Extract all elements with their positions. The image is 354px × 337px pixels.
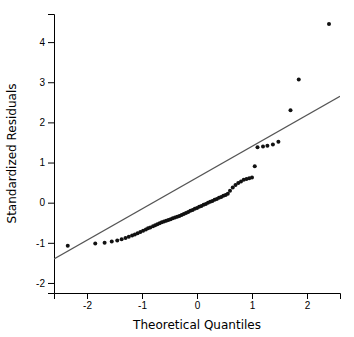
y-axis-line bbox=[48, 15, 55, 294]
x-tick: 2 bbox=[305, 293, 311, 311]
y-tick-mark bbox=[48, 122, 54, 123]
point bbox=[120, 237, 124, 241]
y-tick-mark bbox=[48, 243, 54, 244]
y-tick: -1 bbox=[36, 238, 54, 249]
x-tick-label: 1 bbox=[250, 300, 256, 311]
lines bbox=[54, 96, 340, 259]
plot: -2 -1 0 1 2 -2 -1 0 1 2 3 4 Theoretical Quantiles Sta… bbox=[5, 15, 341, 333]
point bbox=[115, 238, 119, 242]
point bbox=[327, 22, 331, 26]
y-tick-label: -1 bbox=[36, 238, 45, 249]
chart: -2 -1 0 1 2 -2 -1 0 1 2 3 4 Theoretical Quantiles Sta… bbox=[0, 0, 354, 337]
y-tick-mark bbox=[48, 163, 54, 164]
y-tick: 2 bbox=[39, 117, 54, 128]
x-tick-label: -2 bbox=[83, 300, 92, 311]
x-tick-mark bbox=[142, 293, 143, 299]
point bbox=[265, 144, 269, 148]
y-tick-mark bbox=[48, 203, 54, 204]
point bbox=[110, 240, 114, 244]
marks bbox=[54, 22, 340, 259]
y-tick-label: 2 bbox=[39, 117, 45, 128]
point bbox=[103, 241, 107, 245]
x-axis-line bbox=[55, 294, 341, 300]
y-tick-label: 3 bbox=[39, 77, 45, 88]
y-tick: 0 bbox=[39, 197, 54, 208]
point bbox=[297, 77, 301, 81]
point bbox=[276, 140, 280, 144]
point bbox=[256, 145, 260, 149]
y-tick: -2 bbox=[36, 278, 54, 289]
point bbox=[93, 242, 97, 246]
y-tick-label: 0 bbox=[39, 197, 45, 208]
point bbox=[250, 175, 254, 179]
x-tick-label: 0 bbox=[195, 300, 201, 311]
x-tick-mark bbox=[87, 293, 88, 299]
y-tick-mark bbox=[48, 42, 54, 43]
x-tick-label: 2 bbox=[305, 300, 311, 311]
y-tick: 3 bbox=[39, 77, 54, 88]
y-tick-label: -2 bbox=[36, 278, 45, 289]
y-axis-title: Standardized Residuals bbox=[5, 84, 19, 224]
x-tick-label: -1 bbox=[138, 300, 147, 311]
points bbox=[66, 22, 331, 248]
x-tick: -1 bbox=[138, 293, 147, 311]
x-tick: 0 bbox=[195, 293, 201, 311]
x-tick-mark bbox=[252, 293, 253, 299]
x-tick-mark bbox=[197, 293, 198, 299]
x-tick-mark bbox=[307, 293, 308, 299]
y-tick: 1 bbox=[39, 157, 54, 168]
y-axis: -2 -1 0 1 2 3 4 bbox=[36, 15, 54, 294]
point bbox=[261, 144, 265, 148]
x-axis-title: Theoretical Quantiles bbox=[132, 318, 261, 332]
x-axis: -2 -1 0 1 2 bbox=[55, 293, 341, 311]
reference-line bbox=[54, 96, 340, 259]
point bbox=[289, 108, 293, 112]
point bbox=[271, 142, 275, 146]
x-tick: 1 bbox=[250, 293, 256, 311]
y-tick-mark bbox=[48, 283, 54, 284]
point bbox=[228, 189, 232, 193]
y-tick: 4 bbox=[39, 37, 54, 48]
point bbox=[66, 244, 70, 248]
y-tick-mark bbox=[48, 82, 54, 83]
point bbox=[253, 164, 257, 168]
y-tick-label: 4 bbox=[39, 37, 45, 48]
y-tick-label: 1 bbox=[39, 157, 45, 168]
x-tick: -2 bbox=[83, 293, 92, 311]
